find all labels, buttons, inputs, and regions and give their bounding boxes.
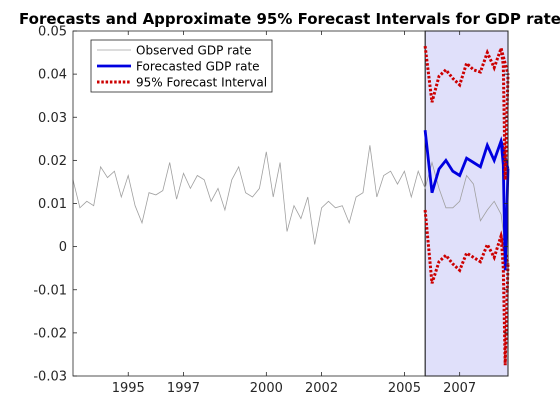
legend-entry-observed-label: Observed GDP rate (136, 44, 252, 58)
plot-area (72, 30, 510, 377)
chart-title: Forecasts and Approximate 95% Forecast I… (19, 10, 560, 28)
y-tick-label: 0.02 (38, 154, 67, 169)
interval-upper-line (423, 43, 510, 103)
interval-upper-tail (499, 48, 510, 180)
forecast-gdp-tail (499, 140, 510, 271)
y-tick-label: -0.03 (33, 370, 67, 385)
observed-gdp-line (72, 145, 509, 271)
y-tick-label: 0.03 (38, 111, 67, 126)
y-tick-label: 0.01 (38, 197, 67, 212)
legend-entry-forecast-label: Forecasted GDP rate (136, 60, 260, 74)
forecast-gdp-line (423, 130, 510, 194)
x-tick-label: 2007 (443, 381, 476, 396)
legend-entry-interval-label: 95% Forecast Interval (136, 76, 267, 90)
interval-lower-line (423, 209, 510, 284)
y-tick-label: 0.05 (38, 25, 67, 40)
x-tick-label: 2000 (250, 381, 283, 396)
y-tick-label: -0.02 (33, 326, 67, 341)
y-tick-label: 0 (59, 240, 67, 255)
x-tick-label: 2002 (305, 381, 338, 396)
x-tick-label: 1997 (167, 381, 200, 396)
y-tick-label: 0.04 (38, 68, 67, 83)
legend: Observed GDP rate Forecasted GDP rate 95% … (90, 39, 273, 93)
axes: -0.03 -0.02 -0.01 0 0.01 0.02 0.03 0.04 0.05 1995… (33, 25, 509, 396)
x-tick-label: 1995 (112, 381, 145, 396)
forecast-region (424, 30, 509, 377)
x-tick-label: 2005 (388, 381, 421, 396)
y-tick-label: -0.01 (33, 283, 67, 298)
